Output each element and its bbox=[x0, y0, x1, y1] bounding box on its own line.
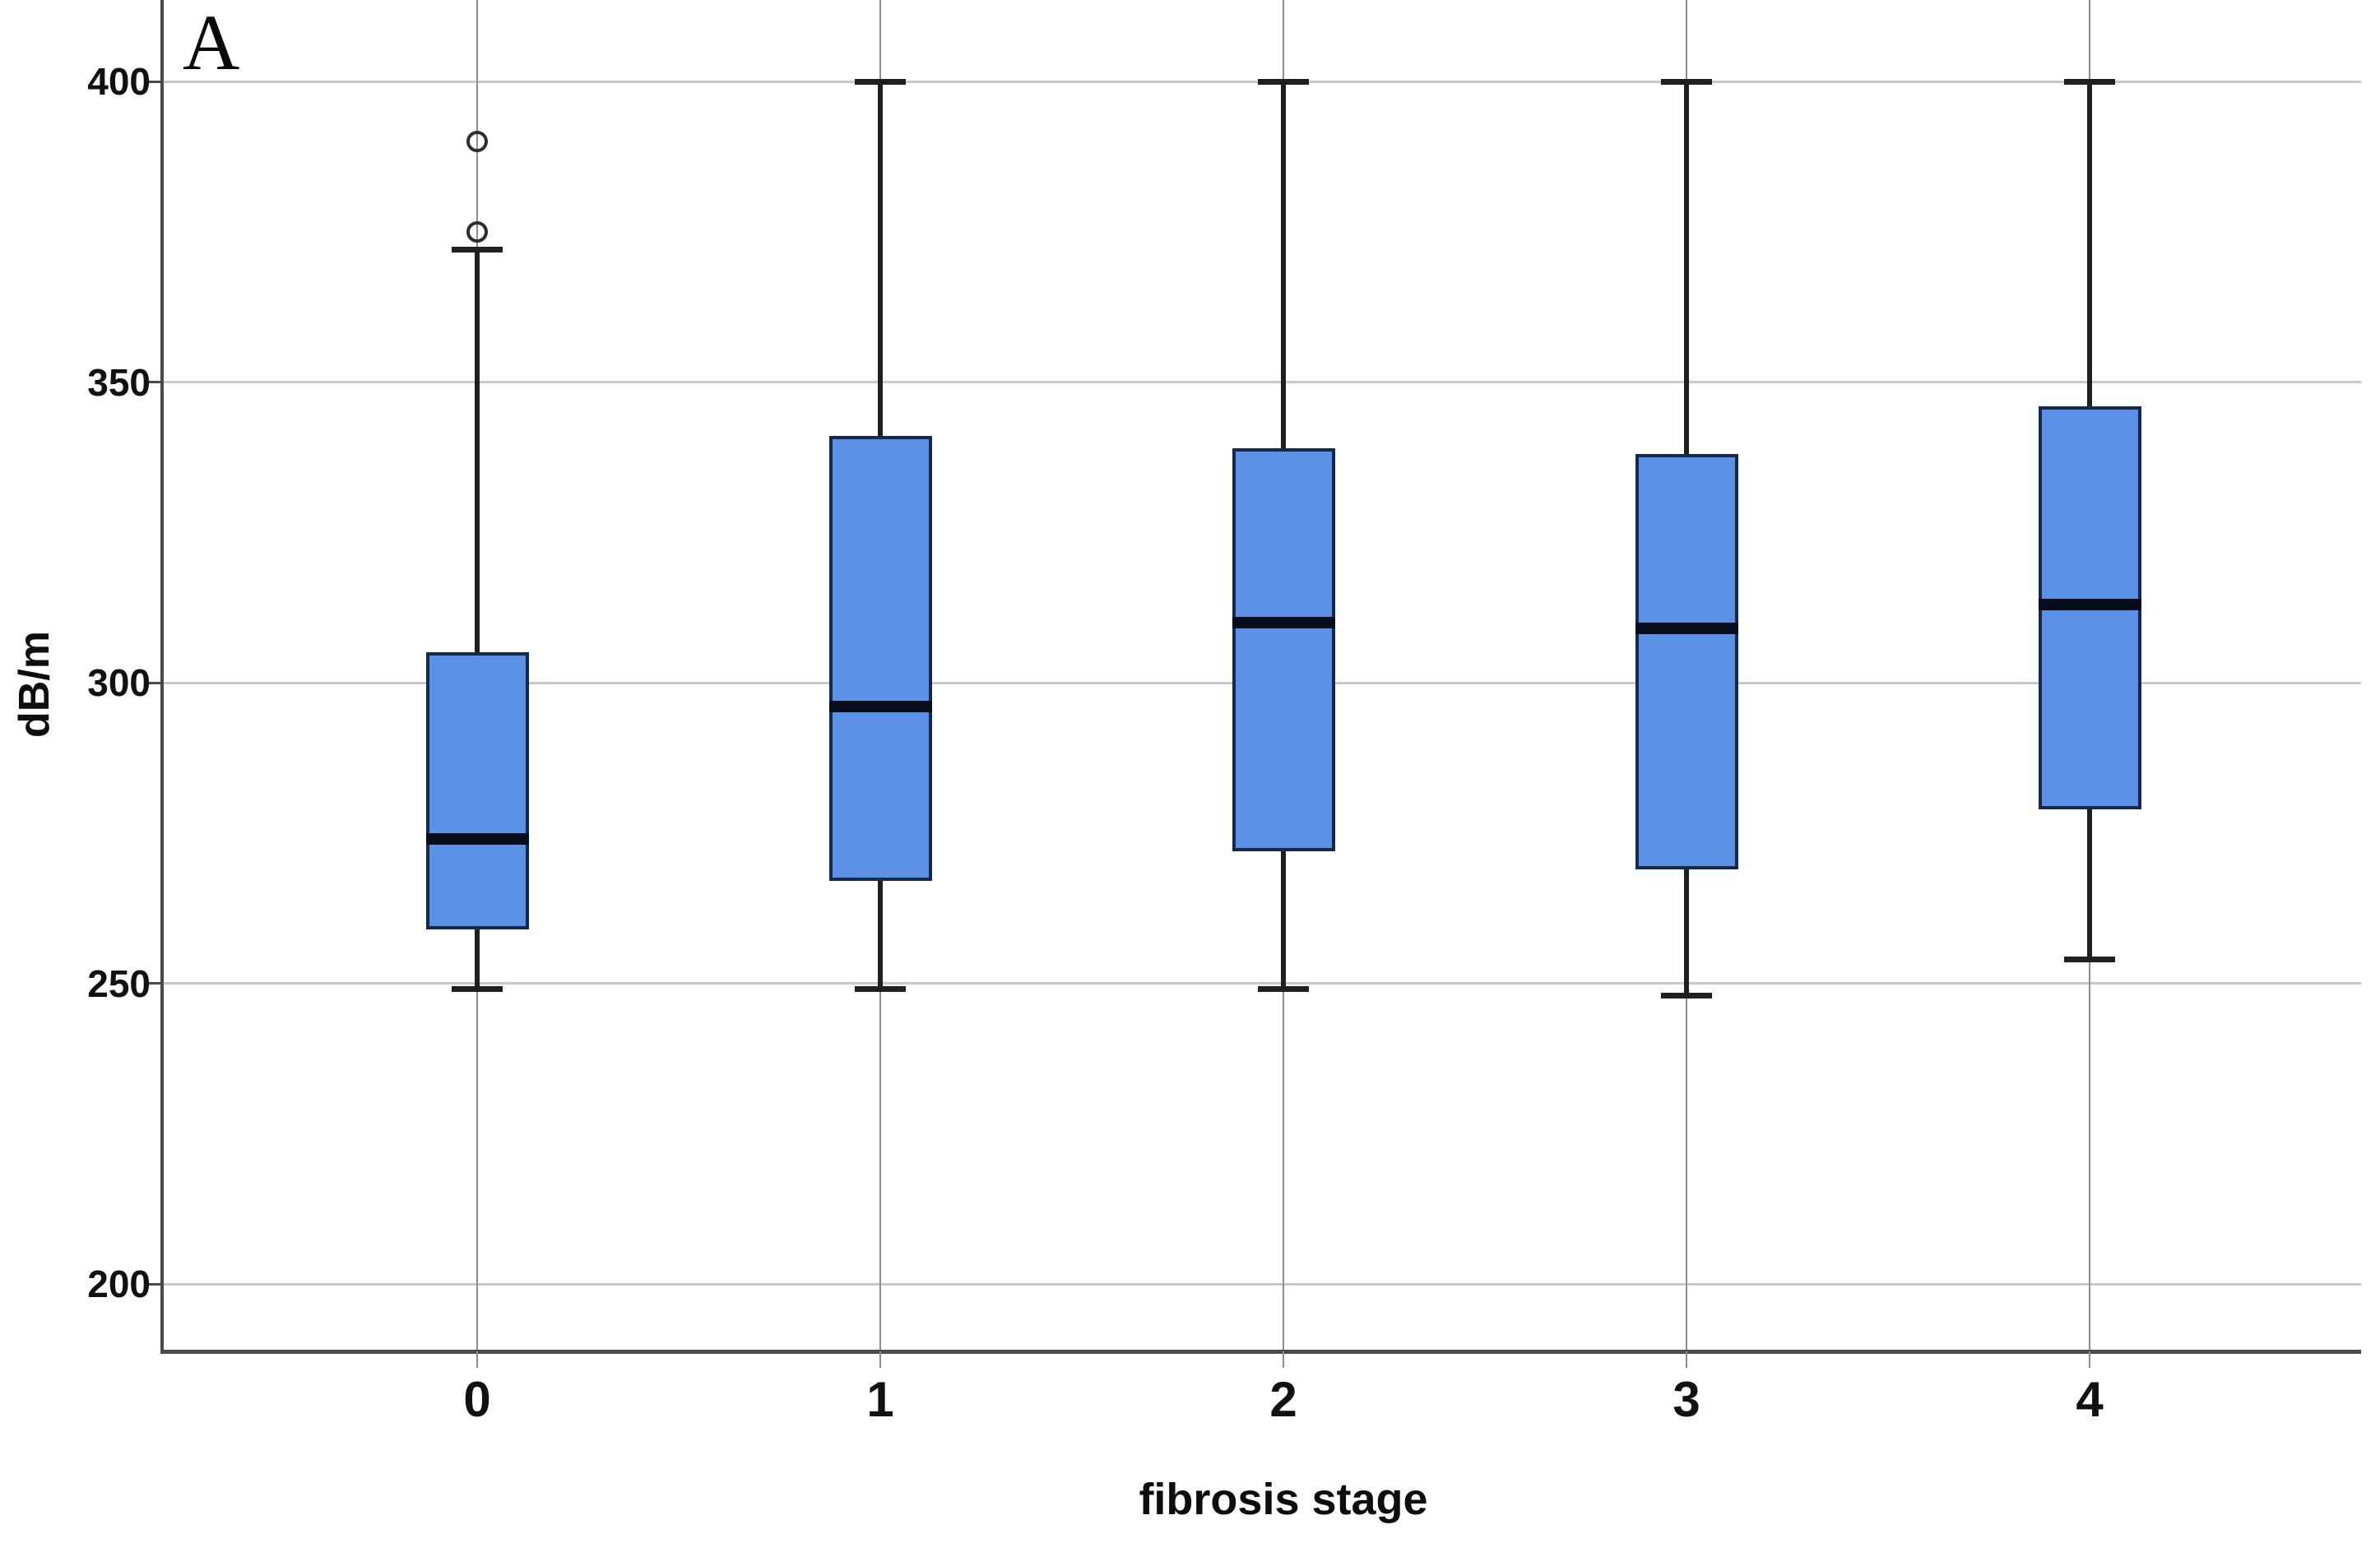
lower-whisker-cap bbox=[2064, 956, 2115, 962]
y-tick-mark bbox=[149, 982, 162, 985]
y-tick-mark bbox=[149, 381, 162, 383]
whisker-line bbox=[475, 249, 480, 989]
median-line bbox=[1635, 623, 1738, 635]
y-tick-label: 250 bbox=[87, 961, 151, 1005]
y-tick-label: 200 bbox=[87, 1263, 151, 1305]
iqr-box bbox=[425, 652, 529, 929]
median-line bbox=[828, 701, 932, 713]
x-tick-mark bbox=[2089, 1351, 2090, 1368]
upper-whisker-cap bbox=[1661, 78, 1712, 85]
y-tick-label: 400 bbox=[87, 60, 151, 103]
outlier-point bbox=[466, 131, 488, 153]
y-axis-line bbox=[160, 0, 164, 1353]
x-tick-label: 0 bbox=[463, 1372, 491, 1427]
x-tick-mark bbox=[1283, 1351, 1284, 1368]
upper-whisker-cap bbox=[1258, 78, 1309, 85]
lower-whisker-cap bbox=[1661, 992, 1712, 999]
median-line bbox=[425, 833, 529, 846]
upper-whisker-cap bbox=[855, 78, 906, 85]
h-gridline bbox=[162, 381, 2361, 383]
iqr-box bbox=[1232, 447, 1335, 851]
x-tick-label: 1 bbox=[866, 1372, 894, 1427]
x-tick-mark bbox=[476, 1351, 478, 1368]
median-line bbox=[1232, 616, 1335, 628]
upper-whisker-cap bbox=[2064, 78, 2115, 85]
x-axis-title: fibrosis stage bbox=[1139, 1475, 1428, 1524]
h-gridline bbox=[162, 1282, 2361, 1286]
y-tick-mark bbox=[149, 681, 162, 684]
iqr-box bbox=[828, 436, 932, 882]
y-tick-label: 350 bbox=[87, 360, 151, 404]
upper-whisker-cap bbox=[452, 247, 503, 253]
iqr-box bbox=[1635, 454, 1738, 869]
lower-whisker-cap bbox=[855, 986, 906, 993]
x-tick-mark bbox=[1686, 1351, 1687, 1368]
lower-whisker-cap bbox=[452, 986, 503, 993]
y-tick-mark bbox=[149, 1282, 162, 1286]
median-line bbox=[2038, 598, 2141, 610]
panel-label: A bbox=[183, 0, 240, 86]
x-tick-label: 2 bbox=[1269, 1372, 1297, 1427]
y-tick-mark bbox=[149, 80, 162, 83]
h-gridline bbox=[162, 982, 2361, 985]
x-axis-line bbox=[160, 1350, 2361, 1354]
outlier-point bbox=[466, 220, 488, 243]
y-tick-label: 300 bbox=[87, 661, 151, 704]
lower-whisker-cap bbox=[1258, 986, 1309, 993]
x-tick-label: 4 bbox=[2076, 1372, 2104, 1427]
x-tick-mark bbox=[879, 1351, 881, 1368]
x-tick-label: 3 bbox=[1672, 1372, 1700, 1427]
